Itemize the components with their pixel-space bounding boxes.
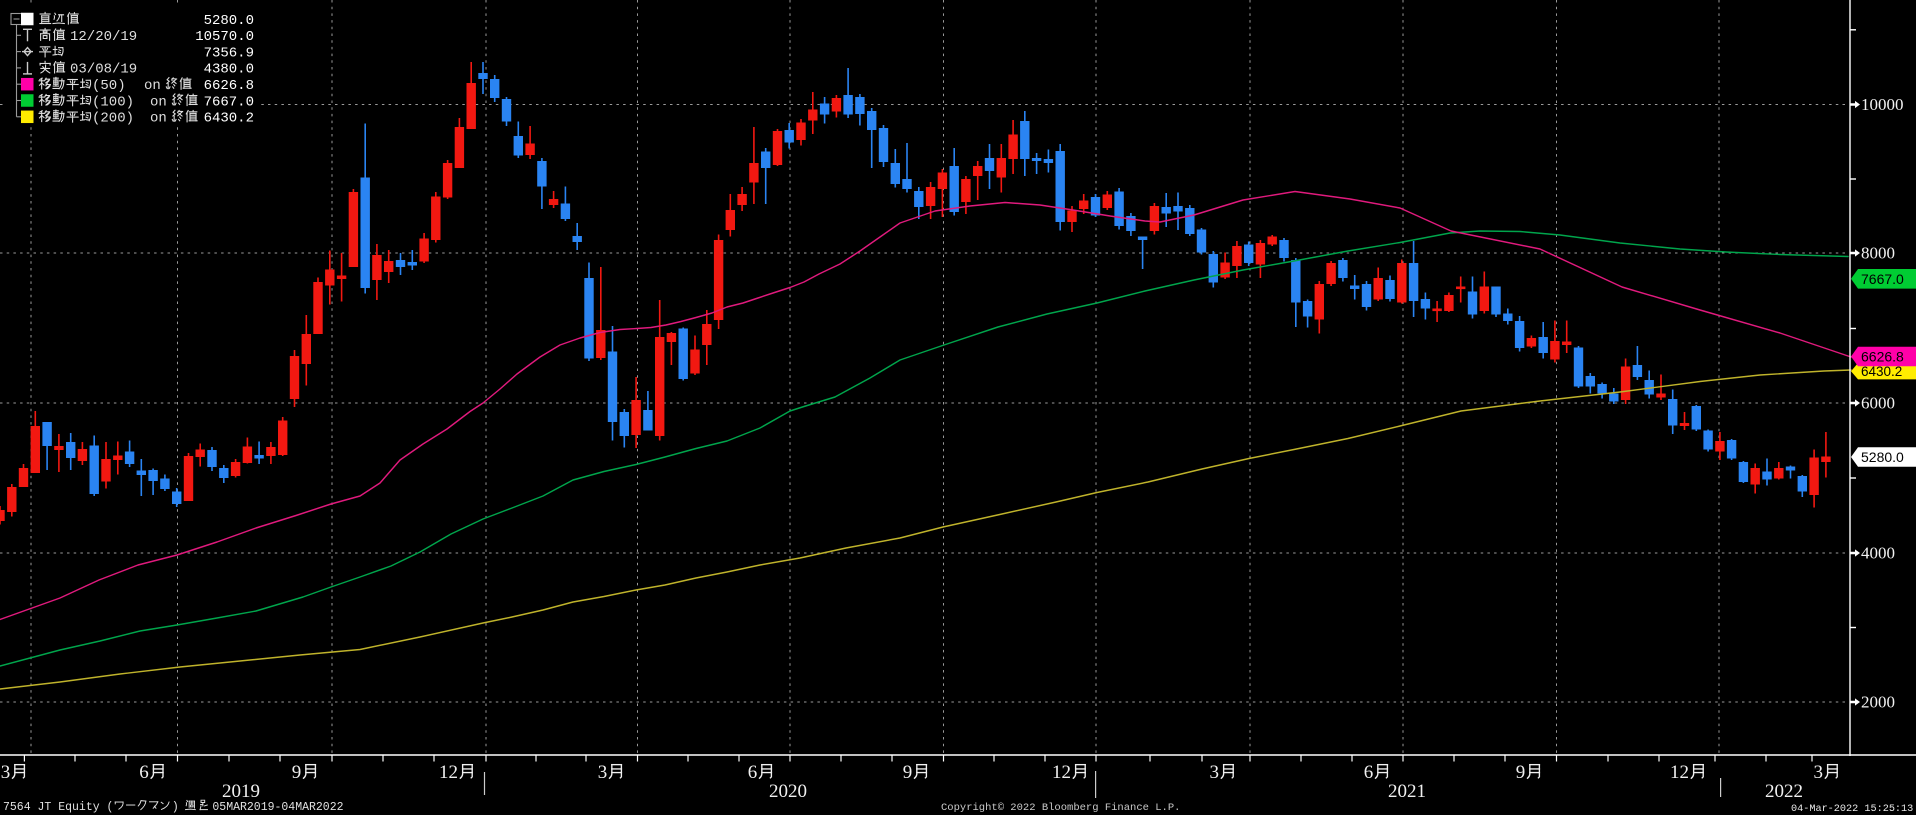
svg-text:(100): (100) (92, 94, 134, 110)
svg-text:2000: 2000 (1861, 693, 1895, 712)
svg-text:): ) (172, 801, 179, 814)
svg-text:6626.8: 6626.8 (204, 78, 254, 94)
svg-text:9: 9 (292, 762, 302, 783)
svg-text:(50): (50) (92, 78, 126, 94)
svg-text:6430.2: 6430.2 (204, 111, 254, 127)
svg-text:6626.8: 6626.8 (1861, 349, 1904, 365)
svg-text:6000: 6000 (1861, 394, 1895, 413)
svg-text:on: on (150, 94, 167, 110)
svg-text:12: 12 (439, 762, 458, 783)
svg-text:3: 3 (598, 762, 608, 783)
svg-text:7564 JT Equity (: 7564 JT Equity ( (3, 801, 113, 814)
svg-text:6: 6 (139, 762, 149, 783)
svg-text:7667.0: 7667.0 (1861, 271, 1904, 287)
svg-text:04-Mar-2022 15:25:13: 04-Mar-2022 15:25:13 (1791, 804, 1913, 815)
svg-text:on: on (144, 78, 161, 94)
svg-text:2022: 2022 (1765, 781, 1803, 802)
svg-text:6430.2: 6430.2 (1861, 364, 1902, 379)
svg-text:on: on (150, 111, 167, 127)
svg-text:12/20/19: 12/20/19 (70, 29, 137, 45)
svg-text:9: 9 (903, 762, 913, 783)
svg-text:2020: 2020 (769, 781, 807, 802)
svg-text:6: 6 (748, 762, 758, 783)
svg-text:7667.0: 7667.0 (204, 94, 254, 110)
svg-text:10000: 10000 (1861, 95, 1904, 114)
svg-text:5280.0: 5280.0 (1861, 449, 1904, 465)
svg-text:2019: 2019 (222, 781, 260, 802)
svg-text:7356.9: 7356.9 (204, 45, 254, 61)
svg-text:12: 12 (1670, 762, 1689, 783)
svg-text:3: 3 (1, 762, 11, 783)
svg-text:03/08/19: 03/08/19 (70, 62, 137, 78)
svg-text:3: 3 (1813, 762, 1823, 783)
svg-text:10570.0: 10570.0 (195, 29, 254, 45)
svg-text:6: 6 (1364, 762, 1374, 783)
svg-text:4380.0: 4380.0 (204, 62, 254, 78)
svg-text:3: 3 (1210, 762, 1220, 783)
svg-text:(200): (200) (92, 111, 134, 127)
svg-text:8000: 8000 (1861, 244, 1895, 263)
svg-text:Copyright© 2022 Bloomberg Fina: Copyright© 2022 Bloomberg Finance L.P. (941, 802, 1180, 814)
svg-text:4000: 4000 (1861, 544, 1895, 563)
svg-text:05MAR2019-04MAR2022: 05MAR2019-04MAR2022 (212, 801, 343, 814)
svg-text:2021: 2021 (1388, 781, 1426, 802)
svg-text:12: 12 (1052, 762, 1071, 783)
svg-text:5280.0: 5280.0 (204, 13, 254, 29)
svg-text:9: 9 (1516, 762, 1526, 783)
